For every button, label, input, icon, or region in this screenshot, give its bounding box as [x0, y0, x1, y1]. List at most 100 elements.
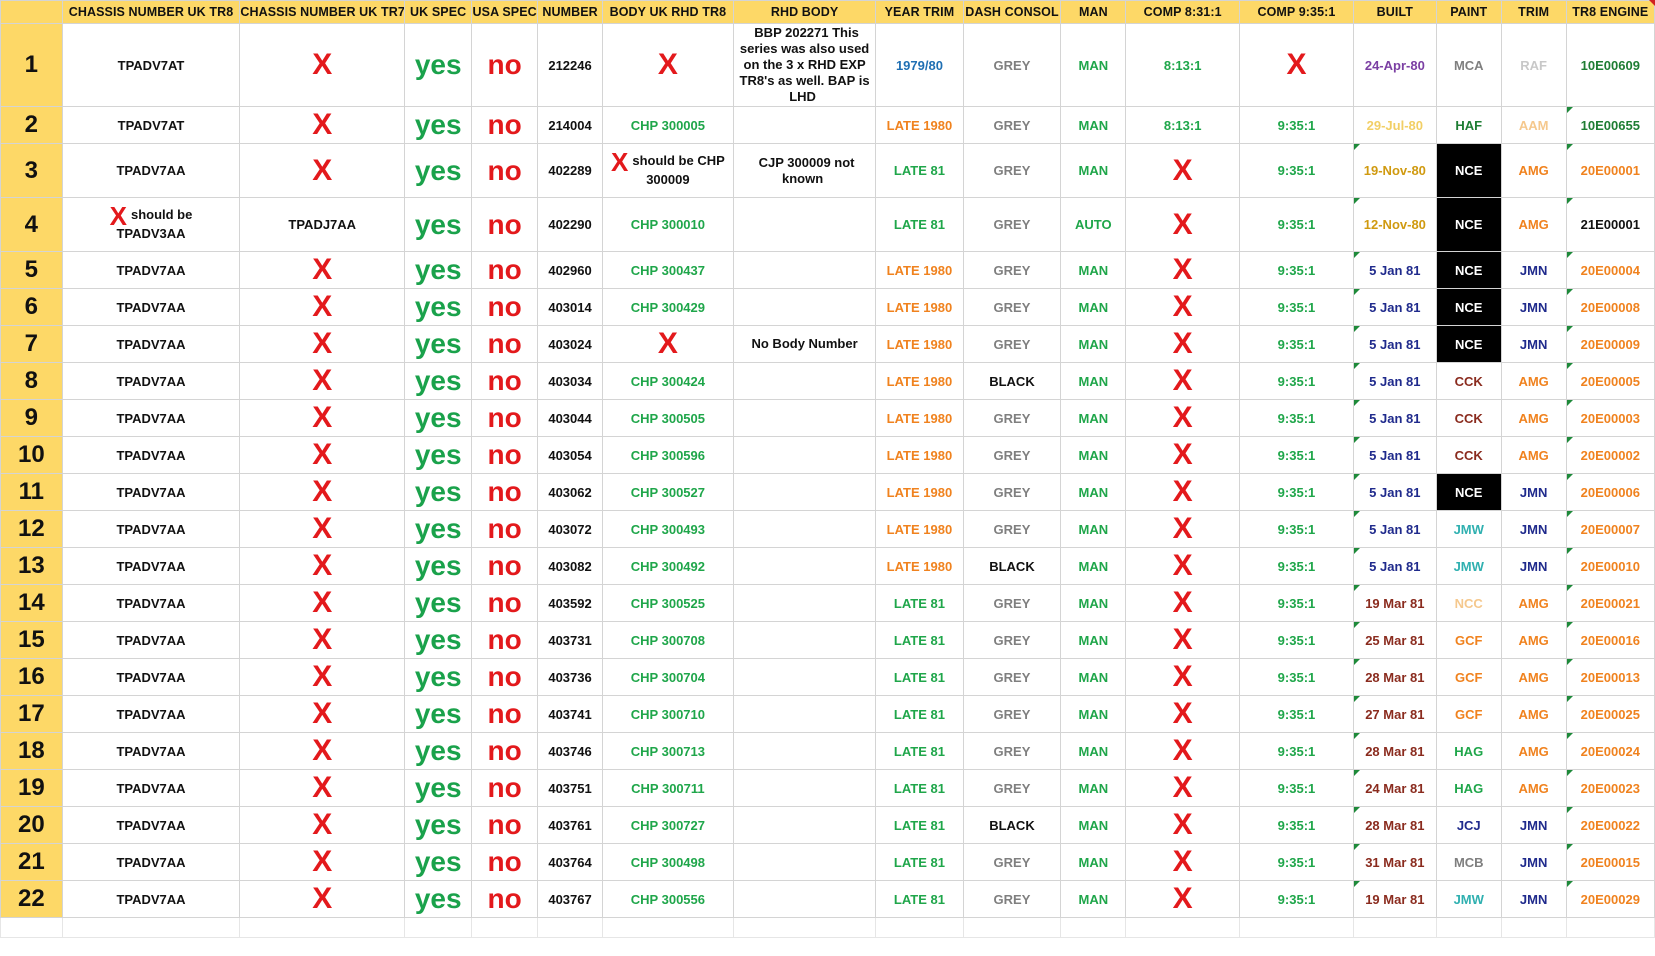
built-cell[interactable]: 5 Jan 81 — [1352, 510, 1437, 548]
man-cell[interactable]: MAN — [1060, 325, 1127, 363]
uk-spec-cell[interactable]: yes — [404, 197, 473, 252]
comp-935-cell[interactable]: 9:35:1 — [1239, 399, 1354, 437]
number-cell[interactable]: 403761 — [537, 806, 603, 844]
built-cell[interactable]: 5 Jan 81 — [1352, 288, 1437, 326]
number-cell[interactable]: 403024 — [537, 325, 603, 363]
dash-consol-cell[interactable]: GREY — [962, 399, 1062, 437]
chassis-uk-tr8-cell[interactable]: TPADV7AA — [61, 325, 241, 363]
comp-831-cell[interactable]: X — [1125, 843, 1241, 881]
year-trim-cell[interactable]: LATE 81 — [875, 806, 964, 844]
comp-935-cell[interactable]: 9:35:1 — [1239, 251, 1354, 289]
body-uk-rhd-tr8-cell[interactable]: CHP 300727 — [601, 806, 734, 844]
chassis-uk-tr7-cell[interactable]: X — [239, 658, 406, 696]
chassis-uk-tr8-cell[interactable]: TPADV7AA — [61, 695, 241, 733]
comp-831-cell[interactable]: X — [1125, 436, 1241, 474]
tr8-engine-cell[interactable]: 21E00001 — [1565, 197, 1655, 252]
rhd-body-cell[interactable] — [732, 473, 877, 511]
year-trim-cell[interactable]: LATE 81 — [875, 843, 964, 881]
paint-cell[interactable]: HAF — [1435, 106, 1502, 144]
chassis-uk-tr7-cell[interactable]: X — [239, 584, 406, 622]
comp-831-header[interactable]: COMP 8:31:1 — [1125, 0, 1241, 24]
chassis-uk-tr8-cell[interactable]: TPADV7AA — [61, 399, 241, 437]
comp-935-cell[interactable]: X — [1239, 23, 1354, 107]
man-cell[interactable]: AUTO — [1060, 197, 1127, 252]
paint-cell[interactable]: JCJ — [1435, 806, 1502, 844]
rhd-body-cell[interactable]: CJP 300009 not known — [732, 143, 877, 198]
chassis-uk-tr8-cell[interactable]: TPADV7AA — [61, 473, 241, 511]
usa-spec-cell[interactable]: no — [471, 880, 539, 918]
dash-consol-cell[interactable]: GREY — [962, 769, 1062, 807]
usa-spec-cell[interactable]: no — [471, 362, 539, 400]
paint-cell[interactable]: GCF — [1435, 658, 1502, 696]
uk-spec-cell[interactable]: yes — [404, 473, 473, 511]
tr8-engine-cell[interactable]: 20E00029 — [1565, 880, 1655, 918]
rhd-body-cell[interactable] — [732, 362, 877, 400]
tr8-engine-cell[interactable]: 20E00022 — [1565, 806, 1655, 844]
comp-935-cell[interactable]: 9:35:1 — [1239, 510, 1354, 548]
usa-spec-cell[interactable]: no — [471, 288, 539, 326]
dash-consol-cell[interactable]: GREY — [962, 732, 1062, 770]
chassis-uk-tr8-cell[interactable]: TPADV7AA — [61, 806, 241, 844]
row-number-header[interactable] — [0, 0, 63, 24]
rhd-body-cell[interactable] — [732, 399, 877, 437]
comp-935-cell[interactable]: 9:35:1 — [1239, 732, 1354, 770]
usa-spec-cell[interactable]: no — [471, 843, 539, 881]
year-trim-cell[interactable]: LATE 81 — [875, 880, 964, 918]
empty-cell[interactable] — [1060, 917, 1127, 938]
trim-cell[interactable]: JMN — [1500, 510, 1567, 548]
year-trim-cell[interactable]: LATE 81 — [875, 197, 964, 252]
year-trim-cell[interactable]: LATE 1980 — [875, 362, 964, 400]
paint-cell[interactable]: CCK — [1435, 399, 1502, 437]
dash-consol-cell[interactable]: GREY — [962, 436, 1062, 474]
uk-spec-cell[interactable]: yes — [404, 695, 473, 733]
chassis-uk-tr8-cell[interactable]: TPADV7AA — [61, 547, 241, 585]
empty-cell[interactable] — [1500, 917, 1567, 938]
year-trim-cell[interactable]: LATE 81 — [875, 584, 964, 622]
trim-cell[interactable]: AMG — [1500, 436, 1567, 474]
chassis-uk-tr8-cell[interactable]: TPADV7AA — [61, 880, 241, 918]
uk-spec-cell[interactable]: yes — [404, 584, 473, 622]
dash-consol-cell[interactable]: BLACK — [962, 362, 1062, 400]
trim-cell[interactable]: JMN — [1500, 251, 1567, 289]
comp-935-cell[interactable]: 9:35:1 — [1239, 473, 1354, 511]
tr8-engine-header[interactable]: TR8 ENGINE — [1565, 0, 1655, 24]
empty-cell[interactable] — [0, 917, 63, 938]
chassis-uk-tr7-cell[interactable]: X — [239, 769, 406, 807]
tr8-engine-cell[interactable]: 20E00025 — [1565, 695, 1655, 733]
number-cell[interactable]: 403014 — [537, 288, 603, 326]
chassis-uk-tr7-cell[interactable]: X — [239, 806, 406, 844]
rhd-body-cell[interactable] — [732, 510, 877, 548]
body-uk-rhd-tr8-cell[interactable]: CHP 300710 — [601, 695, 734, 733]
dash-consol-header[interactable]: DASH CONSOL — [962, 0, 1062, 24]
number-cell[interactable]: 403764 — [537, 843, 603, 881]
number-cell[interactable]: 403751 — [537, 769, 603, 807]
usa-spec-cell[interactable]: no — [471, 325, 539, 363]
paint-cell[interactable]: NCE — [1435, 251, 1502, 289]
rhd-body-cell[interactable] — [732, 806, 877, 844]
comp-935-cell[interactable]: 9:35:1 — [1239, 584, 1354, 622]
trim-cell[interactable]: RAF — [1500, 23, 1567, 107]
number-cell[interactable]: 403034 — [537, 362, 603, 400]
empty-cell[interactable] — [1239, 917, 1354, 938]
usa-spec-cell[interactable]: no — [471, 197, 539, 252]
year-trim-cell[interactable]: LATE 81 — [875, 769, 964, 807]
built-cell[interactable]: 24 Mar 81 — [1352, 769, 1437, 807]
man-cell[interactable]: MAN — [1060, 23, 1127, 107]
body-uk-rhd-tr8-cell[interactable]: CHP 300527 — [601, 473, 734, 511]
rhd-body-cell[interactable] — [732, 436, 877, 474]
comp-935-cell[interactable]: 9:35:1 — [1239, 547, 1354, 585]
chassis-uk-tr7-cell[interactable]: X — [239, 843, 406, 881]
built-cell[interactable]: 19 Mar 81 — [1352, 584, 1437, 622]
rhd-body-header[interactable]: RHD BODY — [732, 0, 877, 24]
uk-spec-cell[interactable]: yes — [404, 547, 473, 585]
usa-spec-cell[interactable]: no — [471, 106, 539, 144]
trim-cell[interactable]: AMG — [1500, 732, 1567, 770]
tr8-engine-cell[interactable]: 20E00010 — [1565, 547, 1655, 585]
dash-consol-cell[interactable]: BLACK — [962, 547, 1062, 585]
built-cell[interactable]: 5 Jan 81 — [1352, 251, 1437, 289]
chassis-uk-tr7-cell[interactable]: X — [239, 251, 406, 289]
paint-header[interactable]: PAINT — [1435, 0, 1502, 24]
row-number[interactable]: 21 — [0, 843, 63, 881]
man-cell[interactable]: MAN — [1060, 106, 1127, 144]
uk-spec-cell[interactable]: yes — [404, 510, 473, 548]
